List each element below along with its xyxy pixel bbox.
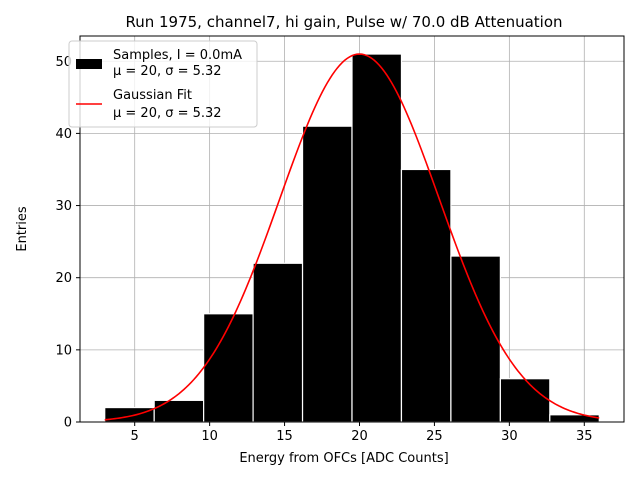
x-axis-ticks: 5 10 15 20 25 30 35 bbox=[131, 422, 593, 444]
y-tick-label: 10 bbox=[55, 343, 72, 358]
x-tick-label: 30 bbox=[501, 429, 518, 444]
y-tick-label: 20 bbox=[55, 271, 72, 286]
y-tick-label: 30 bbox=[55, 199, 72, 214]
x-tick-label: 5 bbox=[131, 429, 139, 444]
histogram-bar bbox=[400, 168, 452, 423]
histogram-bar bbox=[499, 378, 551, 423]
y-tick-label: 40 bbox=[55, 127, 72, 142]
legend-samples-stats: μ = 20, σ = 5.32 bbox=[113, 64, 222, 79]
plot-frame bbox=[79, 35, 625, 423]
histogram-bar bbox=[153, 399, 205, 423]
x-tick-label: 15 bbox=[276, 429, 293, 444]
histogram-bar bbox=[351, 53, 403, 423]
legend-bar-swatch bbox=[76, 59, 102, 69]
histogram-bar bbox=[450, 255, 501, 423]
chart-title: Run 1975, channel7, hi gain, Pulse w/ 70… bbox=[125, 13, 562, 31]
histogram-bar bbox=[203, 313, 254, 423]
legend-samples-label: Samples, I = 0.0mA bbox=[113, 48, 242, 63]
histogram-bar bbox=[301, 125, 353, 423]
histogram-bar bbox=[104, 406, 155, 423]
legend-fit-label: Gaussian Fit bbox=[113, 88, 192, 103]
y-axis-label: Entries bbox=[15, 206, 30, 252]
gaussian-fit-curve bbox=[104, 53, 600, 421]
x-tick-label: 35 bbox=[576, 429, 593, 444]
legend-fit-stats: μ = 20, σ = 5.32 bbox=[113, 106, 222, 121]
x-tick-label: 25 bbox=[426, 429, 443, 444]
histogram-bar bbox=[549, 414, 600, 423]
x-tick-label: 10 bbox=[201, 429, 218, 444]
x-axis-label: Energy from OFCs [ADC Counts] bbox=[239, 451, 448, 466]
legend-box bbox=[68, 40, 258, 128]
histogram-bars bbox=[104, 53, 600, 423]
histogram-bar bbox=[252, 262, 304, 423]
legend: Samples, I = 0.0mA μ = 20, σ = 5.32 Gaus… bbox=[68, 40, 258, 128]
y-axis-ticks: 0 10 20 30 40 50 bbox=[55, 55, 80, 431]
x-tick-label: 20 bbox=[351, 429, 368, 444]
y-tick-label: 0 bbox=[64, 416, 72, 431]
y-tick-label: 50 bbox=[55, 55, 72, 70]
